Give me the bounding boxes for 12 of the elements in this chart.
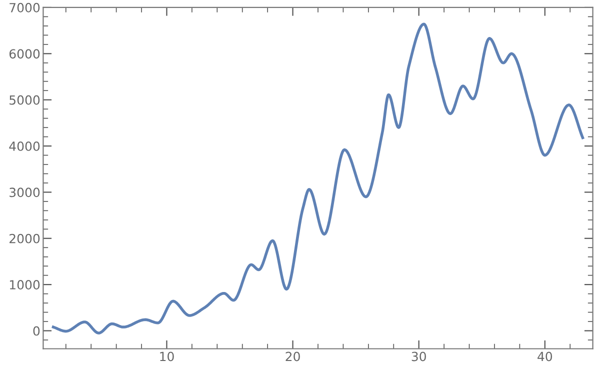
y-tick-label: 3000 <box>10 188 40 198</box>
y-tick-label: 7000 <box>10 2 40 12</box>
y-tick-label: 1000 <box>10 280 40 290</box>
y-tick-label: 5000 <box>10 95 40 105</box>
x-tick-label: 10 <box>160 352 174 362</box>
y-tick-label: 0 <box>33 326 40 336</box>
x-tick-label: 40 <box>538 352 552 362</box>
y-tick-label: 6000 <box>9 49 40 59</box>
x-tick-label: 30 <box>412 352 426 362</box>
y-tick-label: 4000 <box>9 141 40 151</box>
x-tick-label: 20 <box>286 352 300 362</box>
y-tick-label: 2000 <box>10 234 40 244</box>
